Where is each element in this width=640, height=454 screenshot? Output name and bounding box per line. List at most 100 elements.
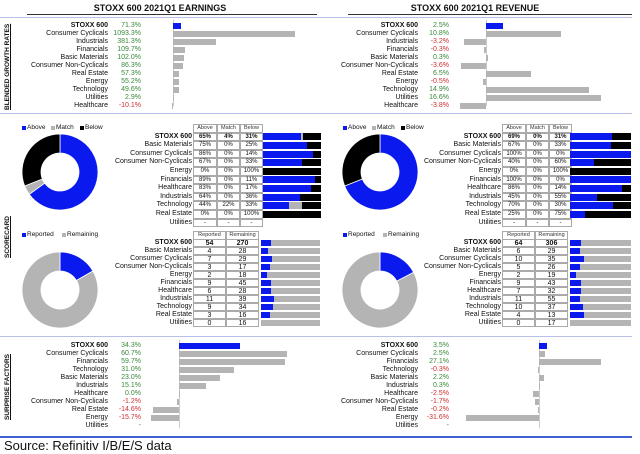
cell-above: 100% [502, 149, 526, 159]
cell-above: 75% [193, 141, 217, 150]
above-legend-label: Above [27, 124, 46, 131]
match-legend-swatch [372, 126, 376, 130]
row-value: 49.6% [121, 86, 141, 93]
reported-bar [261, 247, 269, 255]
sector-bar [486, 71, 531, 77]
scorecard-bar-below [306, 142, 321, 149]
remaining-bar [261, 279, 320, 287]
row-label: Utilities [169, 319, 192, 326]
cell-remaining: 35 [535, 255, 568, 263]
row-label: Healthcare [467, 287, 501, 294]
row-label: Energy [169, 271, 192, 278]
scorecard-bar-above [263, 176, 315, 184]
row-value: 14.9% [429, 86, 449, 93]
donut-slice-remaining [21, 251, 99, 329]
scorecard-bar-above [570, 202, 613, 210]
cell-reported: 11 [502, 295, 535, 303]
cell-below: 55% [549, 192, 572, 202]
row-value: 59.7% [121, 358, 141, 365]
row-label: Consumer Cyclicals [439, 255, 501, 262]
row-label: Industrials [160, 295, 192, 302]
row-label: Utilities [169, 218, 192, 226]
cell-above: 0% [193, 210, 217, 219]
reported-bar [261, 303, 274, 311]
scorecard-bar-above [263, 202, 289, 210]
remaining-bar [261, 247, 320, 255]
sector-bar [463, 39, 486, 45]
reported-bar [261, 295, 274, 303]
cell-remaining: 39 [226, 295, 259, 303]
row-label: Consumer Cyclicals [130, 149, 192, 157]
remaining-bar [570, 287, 631, 295]
cell-remaining: 34 [226, 303, 259, 311]
above-legend-label: Above [348, 124, 367, 131]
remaining-legend-swatch [62, 233, 66, 237]
row-label: Technology [72, 86, 108, 93]
cell-below: 33% [240, 201, 263, 210]
cell-below: 0% [549, 149, 572, 159]
row-value: 16.6% [429, 94, 449, 101]
cell-below: 31% [240, 132, 263, 142]
row-label: Consumer Non-Cyclicals [423, 158, 501, 166]
remaining-bar [261, 287, 320, 295]
row-label: Utilities [478, 218, 501, 226]
column-header: Below [240, 124, 263, 133]
reported-bar [570, 271, 576, 279]
scorecard-bar-below [263, 167, 321, 175]
row-label: Energy [169, 167, 192, 174]
row-label: Real Estate [71, 406, 108, 413]
row-label: Energy [478, 271, 501, 278]
row-label: Energy [85, 78, 108, 85]
row-value: 60.7% [121, 350, 141, 357]
row-value: - [446, 422, 449, 429]
cell-reported: 9 [193, 279, 226, 287]
cell-remaining: 45 [226, 279, 259, 287]
cell-reported: 5 [502, 263, 535, 271]
cell-reported: 2 [193, 271, 226, 279]
row-label: Real Estate [381, 70, 418, 77]
sector-bar [179, 351, 288, 357]
cell-reported: 4 [193, 247, 226, 255]
cell-match: 0% [217, 149, 240, 159]
row-label: Utilities [478, 319, 501, 326]
cell-match: - [526, 218, 549, 228]
row-label: Industrials [160, 192, 192, 200]
row-label: Basic Materials [370, 374, 418, 381]
sector-bar [153, 407, 179, 413]
cell-above: 100% [502, 175, 526, 185]
revenue-title-underline [348, 14, 632, 15]
row-value: 2.5% [433, 22, 449, 29]
reported-legend-swatch [343, 233, 347, 237]
cell-below: 14% [549, 184, 572, 193]
cell-reported: 4 [502, 311, 535, 319]
donut-slice-below [21, 133, 61, 187]
cell-match: 0% [526, 210, 549, 219]
index-bar [539, 343, 548, 349]
reported-bar [570, 279, 581, 287]
cell-above: - [193, 218, 217, 228]
above-legend-swatch [343, 126, 347, 130]
remaining-bar [261, 319, 320, 327]
cell-match: 0% [217, 210, 240, 219]
row-value: 34.3% [121, 342, 141, 349]
cell-reported: 10 [502, 303, 535, 311]
cell-remaining: 13 [535, 311, 568, 319]
row-value: 109.7% [117, 46, 141, 53]
row-value: -0.3% [430, 46, 449, 53]
reported-bar [261, 311, 271, 319]
sector-bar [173, 71, 180, 77]
cell-below: - [240, 218, 263, 228]
row-value: 31.0% [121, 366, 141, 373]
cell-below: 100% [549, 167, 572, 176]
cell-below: 100% [240, 167, 263, 176]
cell-reported: 7 [502, 287, 535, 295]
sector-bar [539, 359, 602, 365]
scorecard-bar-below [612, 133, 631, 141]
scorecard-bar-below [610, 142, 631, 149]
cell-above: 67% [502, 141, 526, 150]
cell-reported: 0 [502, 319, 535, 327]
cell-above: 86% [502, 184, 526, 193]
cell-below: 60% [549, 158, 572, 167]
index-bar [486, 23, 504, 29]
row-label: Utilities [395, 94, 418, 101]
